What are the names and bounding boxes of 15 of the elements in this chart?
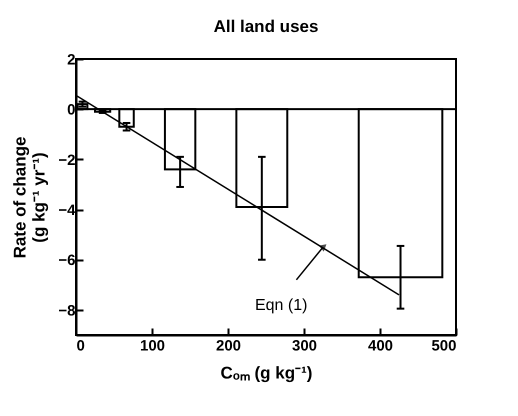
- annotation: Eqn (1): [254, 296, 308, 314]
- y-tick-label: −8: [58, 302, 76, 320]
- x-tick-label: 200: [216, 338, 242, 354]
- y-tick-label: −6: [58, 252, 76, 270]
- chart-title: All land uses: [214, 17, 318, 36]
- x-tick-label: 400: [368, 338, 394, 354]
- y-tick-label: −4: [58, 202, 76, 220]
- y-tick-label: 0: [67, 102, 76, 119]
- x-tick-label: 500: [431, 338, 456, 354]
- x-tick-label: 100: [140, 338, 166, 354]
- x-axis-title: Cₒₘ (g kg⁻¹): [220, 364, 312, 382]
- y-axis-title: Rate of change (g kg⁻¹ yr⁻¹): [10, 136, 48, 258]
- x-tick-label: 300: [292, 338, 318, 354]
- y-tick-label: 2: [67, 52, 76, 68]
- y-tick-label: −2: [58, 152, 76, 169]
